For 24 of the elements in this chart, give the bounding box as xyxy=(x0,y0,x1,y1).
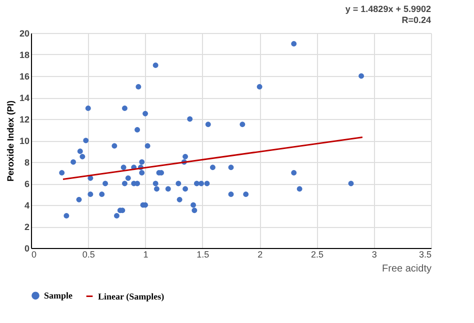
y-tick-label: 16 xyxy=(19,72,30,82)
y-axis-title: Peroxide Index (PI) xyxy=(5,100,16,182)
x-tick-label: 2 xyxy=(258,250,263,260)
legend-label: Sample xyxy=(44,290,73,301)
x-tick-label: 3.5 xyxy=(418,250,432,260)
x-tick-label: 0.5 xyxy=(82,250,95,260)
x-tick-label: 1 xyxy=(143,250,148,260)
text: y = 1.4829x + 5.9902 xyxy=(345,4,431,14)
y-tick-label: 18 xyxy=(19,50,30,60)
x-tick-label: 2.5 xyxy=(310,250,324,260)
y-tick-label: 6 xyxy=(24,179,30,189)
y-tick-label: 4 xyxy=(24,200,30,210)
y-tick-label: 20 xyxy=(19,28,30,38)
y-tick-label: 10 xyxy=(19,136,30,146)
y-tick-label: 8 xyxy=(24,158,30,168)
x-axis-title: Free acidty xyxy=(382,264,432,274)
x-tick-label: 0 xyxy=(32,250,37,260)
x-tick-label: 1.5 xyxy=(196,250,210,260)
y-tick-label: 14 xyxy=(19,93,30,103)
legend-label: Linear (Samples) xyxy=(98,291,164,302)
y-tick-label: 2 xyxy=(24,222,30,232)
text: R=0.24 xyxy=(402,15,431,25)
x-tick-label: 3 xyxy=(372,250,377,260)
y-tick-label: 12 xyxy=(19,114,30,124)
